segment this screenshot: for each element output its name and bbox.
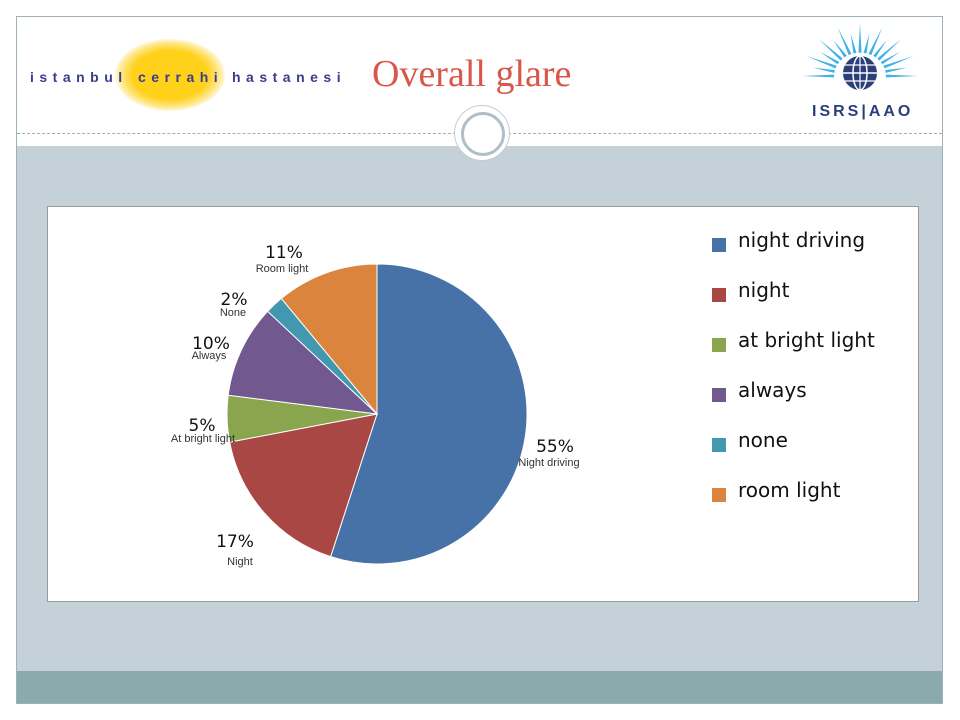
pie-pct-label: 55% [536, 437, 574, 457]
isrs-aao-text: ISRS|AAO [812, 103, 914, 120]
pie-category-label: Room light [256, 263, 309, 275]
pie-pct-label: 10% [192, 334, 230, 354]
legend-swatch [712, 388, 726, 402]
footer-band [17, 671, 942, 703]
pie-category-label: Always [192, 350, 227, 362]
sun-logo-icon [115, 39, 225, 111]
pie-slice-night-driving [330, 263, 528, 565]
legend-swatch [712, 288, 726, 302]
logo-word-cerrahi: cerrahi [138, 69, 224, 85]
isrs-aao-logo: ISRS|AAO [780, 18, 940, 133]
pie-category-label: At bright light [171, 433, 235, 445]
pie-slice-always [227, 310, 379, 415]
legend-swatch [712, 488, 726, 502]
legend-swatch [712, 238, 726, 252]
legend-label: at bright light [738, 328, 875, 352]
pie-category-label: Night [227, 556, 253, 568]
logo-word-istanbul: istanbul [30, 69, 128, 85]
pie-slice-room-light [280, 263, 378, 416]
hospital-logo: istanbul cerrahi hastanesi [20, 35, 360, 115]
legend-label: night driving [738, 228, 866, 252]
pie-pct-label: 2% [221, 290, 248, 310]
divider-ornament-icon [455, 106, 509, 160]
legend-swatch [712, 438, 726, 452]
pie-category-label: None [220, 307, 246, 319]
eye-globe-icon [802, 23, 918, 91]
logo-word-hastanesi: hastanesi [232, 69, 347, 85]
legend-swatch [712, 338, 726, 352]
legend-label: always [738, 378, 807, 402]
pie-pct-label: 17% [216, 532, 254, 552]
pie-slice-night [229, 413, 378, 558]
pie-pct-label: 11% [265, 243, 303, 263]
pie-pct-label: 5% [189, 416, 216, 436]
pie-category-label: Night driving [518, 457, 579, 469]
slide-title: Overall glare [372, 53, 572, 95]
legend-label: room light [738, 478, 841, 502]
legend-label: none [738, 428, 788, 452]
legend-label: night [738, 278, 790, 302]
